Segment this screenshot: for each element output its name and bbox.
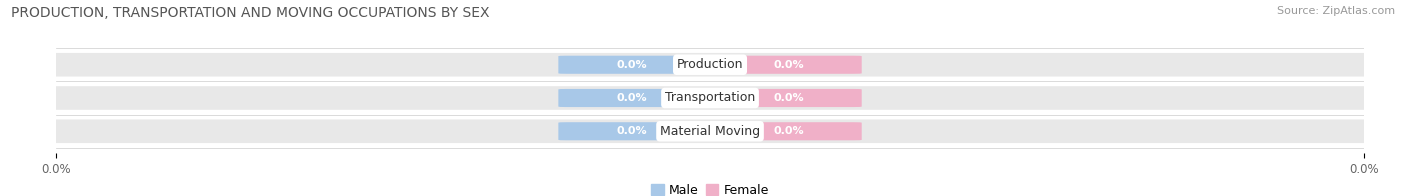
Text: Transportation: Transportation [665, 92, 755, 104]
Text: 0.0%: 0.0% [773, 60, 804, 70]
FancyBboxPatch shape [46, 119, 1374, 143]
Text: Material Moving: Material Moving [659, 125, 761, 138]
Text: 0.0%: 0.0% [616, 60, 647, 70]
FancyBboxPatch shape [46, 53, 1374, 77]
Legend: Male, Female: Male, Female [647, 179, 773, 196]
Text: Production: Production [676, 58, 744, 71]
Text: 0.0%: 0.0% [773, 93, 804, 103]
FancyBboxPatch shape [716, 89, 862, 107]
Text: 0.0%: 0.0% [616, 126, 647, 136]
FancyBboxPatch shape [716, 56, 862, 74]
Text: 0.0%: 0.0% [616, 93, 647, 103]
FancyBboxPatch shape [716, 122, 862, 140]
FancyBboxPatch shape [558, 89, 704, 107]
FancyBboxPatch shape [558, 122, 704, 140]
Text: PRODUCTION, TRANSPORTATION AND MOVING OCCUPATIONS BY SEX: PRODUCTION, TRANSPORTATION AND MOVING OC… [11, 6, 489, 20]
Text: Source: ZipAtlas.com: Source: ZipAtlas.com [1277, 6, 1395, 16]
Text: 0.0%: 0.0% [773, 126, 804, 136]
FancyBboxPatch shape [558, 56, 704, 74]
FancyBboxPatch shape [46, 86, 1374, 110]
